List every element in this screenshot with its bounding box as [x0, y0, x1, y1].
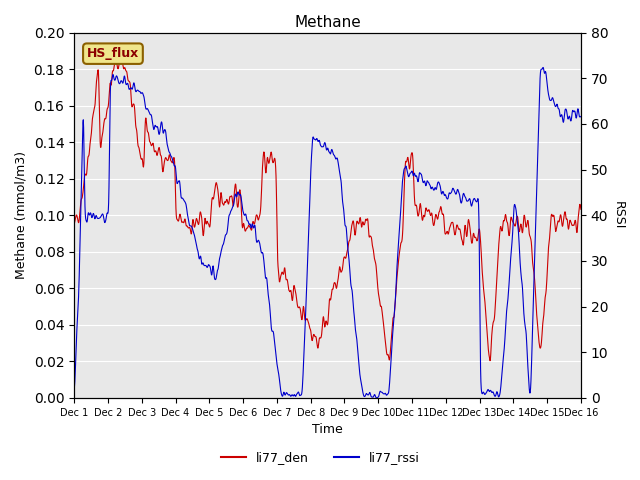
li77_den [486, 358, 494, 363]
li77_rssi [359, 388, 367, 394]
X-axis label: Time: Time [312, 423, 343, 436]
li77_rssi [70, 386, 78, 392]
li77_rssi [372, 395, 380, 401]
li77_rssi [109, 72, 117, 78]
Text: HS_flux: HS_flux [87, 47, 139, 60]
li77_den [109, 68, 117, 73]
Y-axis label: RSSI: RSSI [612, 201, 625, 229]
Legend: li77_den, li77_rssi: li77_den, li77_rssi [216, 446, 424, 469]
li77_rssi [296, 393, 303, 398]
li77_den [116, 58, 124, 63]
Title: Methane: Methane [294, 15, 361, 30]
li77_rssi [285, 392, 293, 397]
li77_den [131, 103, 138, 109]
li77_den [296, 305, 304, 311]
Line: li77_rssi: li77_rssi [74, 68, 581, 398]
li77_den [285, 288, 293, 294]
li77_rssi [577, 113, 585, 119]
li77_den [305, 323, 313, 328]
li77_den [577, 206, 585, 212]
li77_rssi [130, 80, 138, 86]
Y-axis label: Methane (mmol/m3): Methane (mmol/m3) [15, 151, 28, 279]
li77_rssi [305, 225, 313, 230]
li77_rssi [540, 65, 547, 71]
li77_den [70, 221, 78, 227]
li77_den [359, 219, 367, 225]
Line: li77_den: li77_den [74, 60, 581, 360]
